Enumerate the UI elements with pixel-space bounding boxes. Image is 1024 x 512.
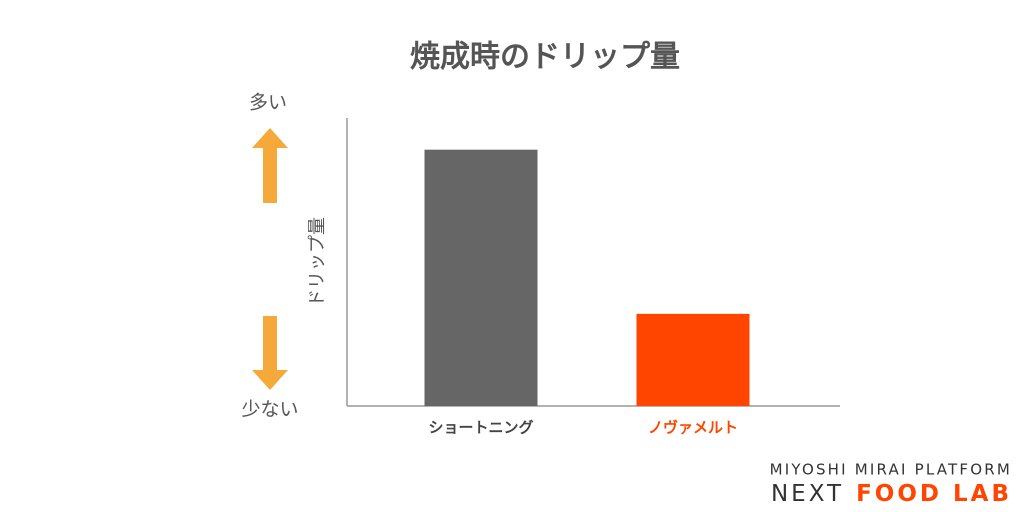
x-tick-label: ショートニング <box>428 419 533 437</box>
logo-line1: MIYOSHI MIRAI PLATFORM <box>770 461 1012 479</box>
x-tick-label: ノヴァメルト <box>648 419 738 437</box>
bar <box>424 149 538 406</box>
logo-next: NEXT <box>771 481 844 507</box>
down-arrow <box>252 316 288 390</box>
low-label: 少ない <box>241 399 298 421</box>
logo-line2: NEXT FOOD LAB <box>771 481 1012 507</box>
y-axis-label: ドリップ量 <box>307 217 328 307</box>
up-arrow <box>252 128 288 203</box>
high-label: 多い <box>249 92 287 114</box>
bar <box>636 313 750 406</box>
chart-title: 焼成時のドリップ量 <box>410 40 680 75</box>
logo-foodlab: FOOD LAB <box>856 481 1012 507</box>
